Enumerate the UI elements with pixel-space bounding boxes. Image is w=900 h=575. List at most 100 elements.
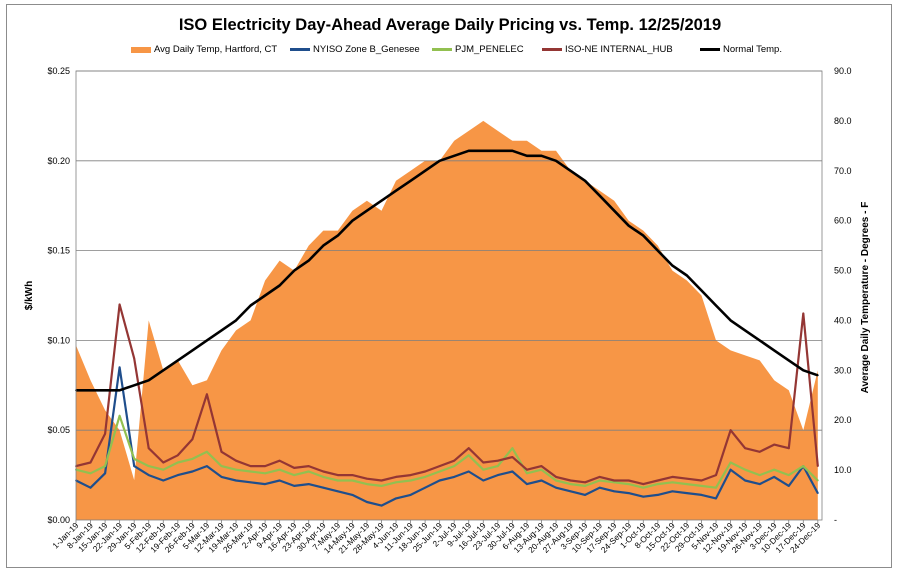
series-line-3 (75, 303, 819, 486)
y2-tick-label: 60.0 (834, 216, 852, 226)
data-point (744, 329, 746, 332)
y-tick-label: $0.20 (47, 156, 70, 166)
data-point (293, 474, 296, 476)
data-point (293, 269, 296, 272)
data-point (627, 483, 630, 485)
data-point (715, 486, 717, 489)
data-point (395, 497, 397, 500)
series-line-2 (75, 414, 819, 489)
data-point (671, 481, 674, 484)
data-point (773, 468, 776, 471)
data-point (307, 483, 310, 485)
legend-item-pjm: PJM_PENELEC (432, 44, 524, 55)
data-point (89, 389, 92, 392)
data-point (496, 149, 499, 152)
data-point (278, 284, 281, 287)
chart-title: ISO Electricity Day-Ahead Average Daily … (178, 16, 722, 34)
y-axis-title: $/kWh (24, 281, 35, 310)
data-point (395, 481, 397, 484)
y-tick-label: $0.15 (47, 246, 70, 256)
data-point (526, 483, 528, 485)
data-point (249, 304, 252, 307)
legend-label-normal-temp: Normal Temp. (723, 44, 782, 55)
data-point (555, 486, 557, 489)
series-line-4 (76, 149, 819, 392)
data-point (467, 454, 470, 457)
data-point (336, 234, 339, 237)
data-point (598, 486, 601, 489)
data-point (555, 479, 557, 482)
data-point (569, 169, 572, 172)
data-point (438, 465, 441, 467)
data-point (642, 486, 645, 489)
data-point (278, 459, 281, 462)
data-point (380, 504, 383, 507)
data-point (758, 450, 761, 453)
data-point (89, 461, 92, 464)
data-point (787, 485, 790, 487)
data-point (293, 467, 296, 469)
data-point (729, 468, 732, 471)
data-point (787, 447, 790, 450)
data-point (409, 479, 412, 482)
data-point (351, 219, 354, 222)
data-point (235, 319, 237, 322)
data-point (715, 474, 717, 476)
data-point (526, 154, 528, 157)
data-point (380, 199, 383, 202)
data-point (264, 465, 266, 467)
data-point (176, 454, 179, 457)
y2-tick-label: 50.0 (834, 266, 852, 276)
data-point (816, 492, 819, 494)
data-point (380, 485, 383, 487)
data-point (598, 476, 601, 478)
data-point (104, 432, 106, 435)
data-point (758, 483, 761, 485)
data-point (773, 443, 776, 446)
data-point (453, 154, 456, 157)
data-point (409, 494, 412, 496)
data-point (729, 319, 732, 322)
data-point (453, 476, 456, 478)
data-point (206, 465, 208, 467)
data-point (191, 349, 194, 352)
data-point (744, 479, 746, 482)
data-point (147, 474, 150, 476)
data-point (613, 490, 616, 493)
data-point (424, 476, 426, 478)
data-point (758, 339, 761, 342)
data-point (191, 438, 194, 441)
data-point (802, 465, 805, 467)
data-point (453, 459, 456, 462)
data-point (584, 485, 586, 487)
data-point (147, 447, 150, 450)
data-point (118, 389, 121, 392)
data-point (424, 486, 426, 489)
data-point (584, 494, 586, 496)
legend-item-isone: ISO-NE INTERNAL_HUB (542, 44, 673, 55)
data-point (482, 149, 485, 152)
data-point (366, 483, 368, 485)
y2-tick-label: 40.0 (834, 315, 852, 325)
data-point (235, 459, 237, 462)
data-point (758, 474, 761, 476)
data-point (540, 468, 543, 471)
data-point (613, 481, 616, 484)
legend-swatch-normal-temp (700, 48, 720, 51)
y2-tick-label: 30.0 (834, 365, 852, 375)
data-point (336, 490, 339, 493)
data-point (671, 264, 674, 267)
y2-tick-label: 10.0 (834, 465, 852, 475)
data-point (424, 470, 426, 473)
data-point (584, 481, 586, 484)
plot-area-border (75, 70, 823, 521)
data-point (220, 476, 223, 478)
data-point (671, 490, 674, 493)
data-point (496, 465, 499, 467)
data-point (307, 259, 310, 262)
data-point (235, 479, 237, 482)
data-point (686, 274, 688, 277)
data-point (700, 479, 703, 482)
data-point (162, 461, 165, 464)
